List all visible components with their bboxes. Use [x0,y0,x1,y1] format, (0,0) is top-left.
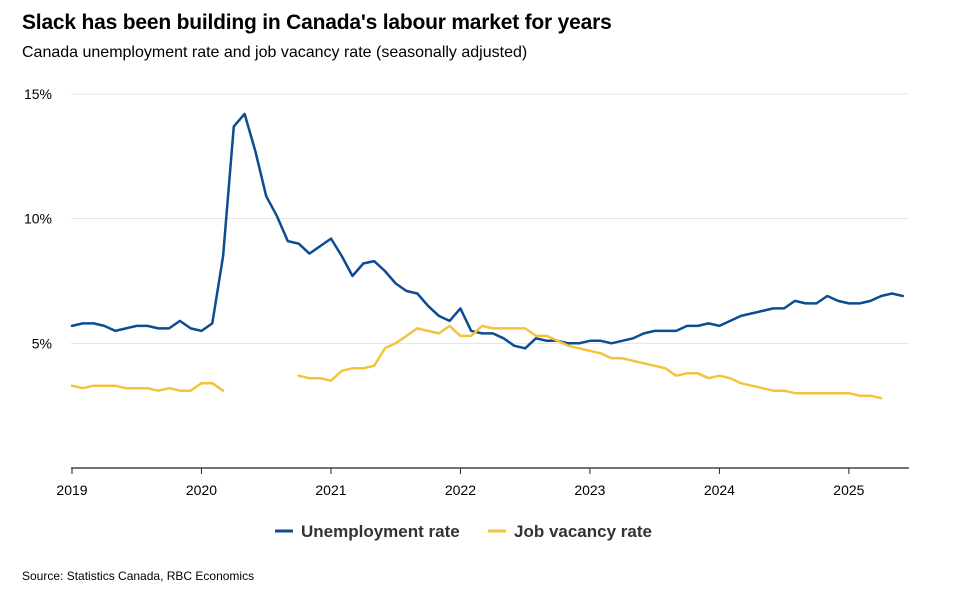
x-tick-label: 2022 [445,482,476,498]
series-line-job-vacancy [297,324,883,400]
gridlines [71,93,909,344]
series-lines [70,112,905,400]
chart-title: Slack has been building in Canada's labo… [22,11,612,34]
chart-subtitle: Canada unemployment rate and job vacancy… [22,44,528,61]
y-tick-label: 5% [32,335,52,351]
series-line-job-vacancy [70,381,225,392]
source-note: Source: Statistics Canada, RBC Economics [22,569,255,583]
axes: 5% 10% 15% 2019 2020 2021 2022 2023 2024 2025 [24,86,909,498]
legend: Unemployment rate Job vacancy rate [275,522,652,541]
legend-label-unemployment: Unemployment rate [301,522,460,541]
legend-label-job-vacancy: Job vacancy rate [514,522,652,541]
y-tick-label: 15% [24,86,52,102]
x-tick-label: 2021 [315,482,346,498]
series-line-unemployment [70,112,905,350]
x-tick-label: 2020 [186,482,217,498]
x-tick-label: 2023 [574,482,605,498]
x-tick-label: 2025 [833,482,864,498]
y-tick-label: 10% [24,211,52,227]
x-tick-label: 2024 [704,482,735,498]
x-tick-label: 2019 [56,482,87,498]
